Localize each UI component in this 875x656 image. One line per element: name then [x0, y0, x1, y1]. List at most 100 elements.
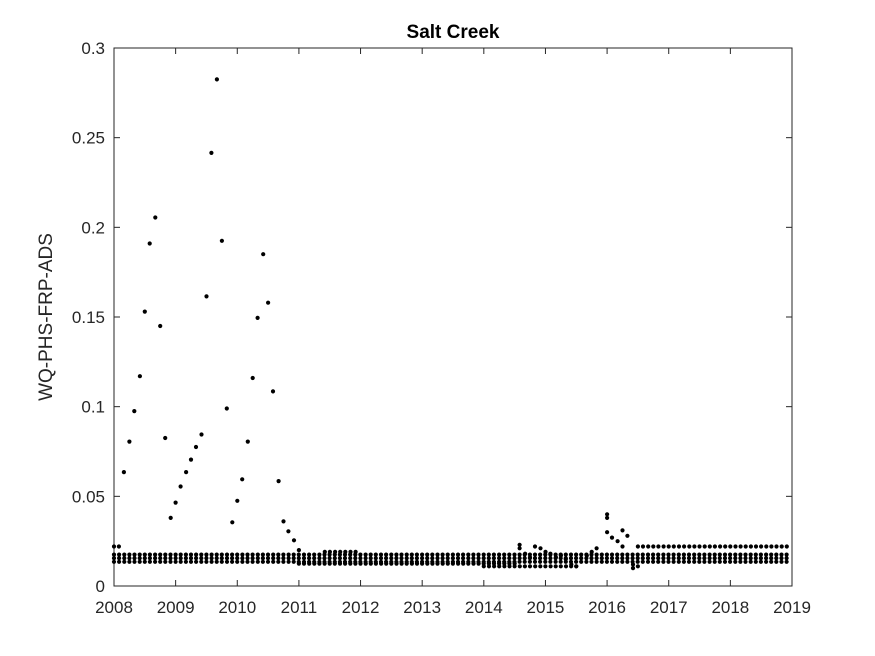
data-point: [219, 552, 224, 557]
data-point: [615, 559, 620, 564]
data-point: [774, 556, 779, 561]
data-point: [240, 552, 245, 557]
data-point: [379, 561, 384, 566]
data-point: [656, 556, 661, 561]
data-point: [153, 559, 158, 564]
data-point: [214, 552, 219, 557]
data-point: [635, 564, 641, 569]
data-point: [363, 561, 368, 566]
data-point: [276, 559, 281, 564]
data-point: [188, 457, 194, 462]
data-point: [137, 552, 142, 557]
data-point: [686, 552, 692, 557]
data-point: [784, 544, 789, 549]
data-point: [384, 561, 389, 566]
data-point: [553, 564, 558, 569]
data-point: [194, 559, 199, 564]
data-point: [548, 559, 553, 564]
data-point: [142, 556, 147, 561]
data-point: [296, 556, 301, 561]
data-point: [188, 559, 194, 564]
data-point: [327, 556, 332, 561]
data-point: [250, 559, 255, 564]
data-point: [594, 556, 599, 561]
data-point: [558, 553, 564, 558]
data-point: [743, 552, 748, 557]
data-point: [548, 551, 553, 556]
data-point: [178, 559, 183, 564]
data-point: [656, 552, 661, 557]
data-point: [517, 552, 522, 557]
data-point: [784, 556, 789, 561]
data-point: [707, 559, 712, 564]
data-point: [502, 552, 507, 557]
data-point: [481, 552, 486, 557]
data-point: [301, 552, 307, 557]
y-tick-label: 0.3: [81, 39, 105, 58]
data-point: [430, 552, 435, 557]
data-point: [523, 551, 528, 556]
data-point: [543, 559, 548, 564]
data-point: [712, 556, 717, 561]
data-point: [646, 544, 651, 549]
data-point: [507, 556, 512, 561]
data-point: [142, 559, 147, 564]
data-point: [117, 559, 122, 564]
data-point: [343, 549, 348, 555]
data-point: [188, 556, 194, 561]
data-point: [548, 556, 553, 561]
data-point: [389, 556, 394, 561]
data-point: [553, 555, 559, 560]
data-point: [471, 561, 476, 566]
data-point: [173, 559, 178, 564]
data-point: [132, 556, 137, 561]
data-point: [111, 559, 117, 564]
data-point: [635, 556, 640, 561]
data-point: [425, 552, 430, 557]
data-point: [184, 470, 189, 475]
data-point: [630, 556, 635, 561]
data-point: [681, 552, 687, 557]
data-point: [692, 559, 697, 564]
data-point: [147, 559, 152, 564]
data-point: [420, 556, 425, 561]
data-point: [759, 544, 764, 549]
data-point: [445, 556, 450, 561]
data-point: [712, 559, 717, 564]
data-point: [183, 559, 188, 564]
data-point: [671, 556, 676, 561]
data-point: [553, 559, 558, 564]
data-point: [481, 556, 486, 561]
data-point: [235, 552, 240, 557]
data-point: [784, 559, 789, 564]
data-point: [579, 556, 584, 561]
data-point: [522, 556, 527, 561]
data-point: [640, 556, 645, 561]
data-point: [163, 435, 168, 441]
data-point: [753, 556, 758, 561]
data-point: [538, 546, 543, 551]
data-point: [373, 552, 378, 557]
data-point: [445, 552, 450, 557]
data-point: [312, 556, 317, 561]
data-point: [538, 559, 543, 564]
x-axis: 2008 2009 2010 2011 2012 2013 2014 2015 2016 2017…: [95, 48, 811, 617]
data-point: [450, 552, 455, 557]
data-point: [779, 556, 784, 561]
data-point: [676, 544, 682, 549]
data-point: [522, 564, 528, 569]
data-point: [512, 556, 517, 561]
data-point: [281, 559, 286, 564]
data-point: [199, 559, 204, 564]
x-tick-label: 2013: [403, 598, 441, 617]
data-point: [645, 559, 651, 564]
data-point: [260, 556, 265, 561]
data-point: [702, 544, 707, 549]
data-point: [301, 556, 307, 561]
data-point: [337, 561, 343, 566]
data-point: [219, 559, 224, 564]
data-point: [476, 552, 481, 557]
data-point: [399, 561, 404, 566]
data-point: [702, 556, 707, 561]
data-point: [291, 556, 296, 561]
